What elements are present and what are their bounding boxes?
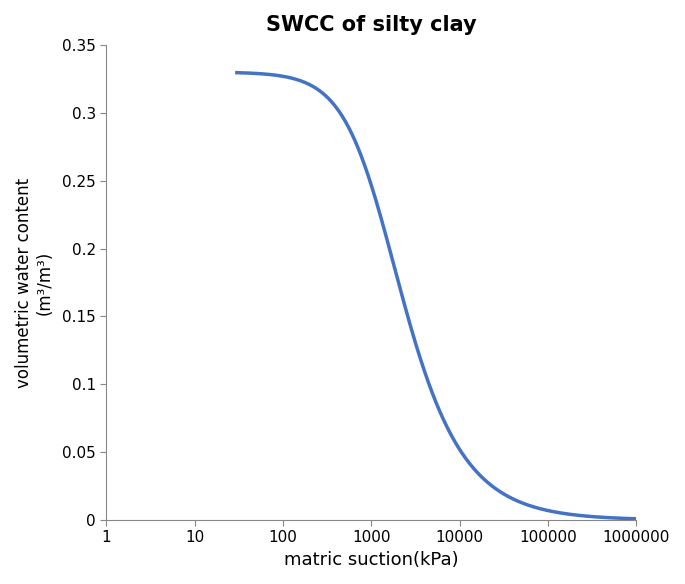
Y-axis label: volumetric water content
(m³/m³): volumetric water content (m³/m³): [15, 178, 54, 388]
X-axis label: matric suction(kPa): matric suction(kPa): [284, 551, 459, 569]
Title: SWCC of silty clay: SWCC of silty clay: [266, 15, 477, 35]
